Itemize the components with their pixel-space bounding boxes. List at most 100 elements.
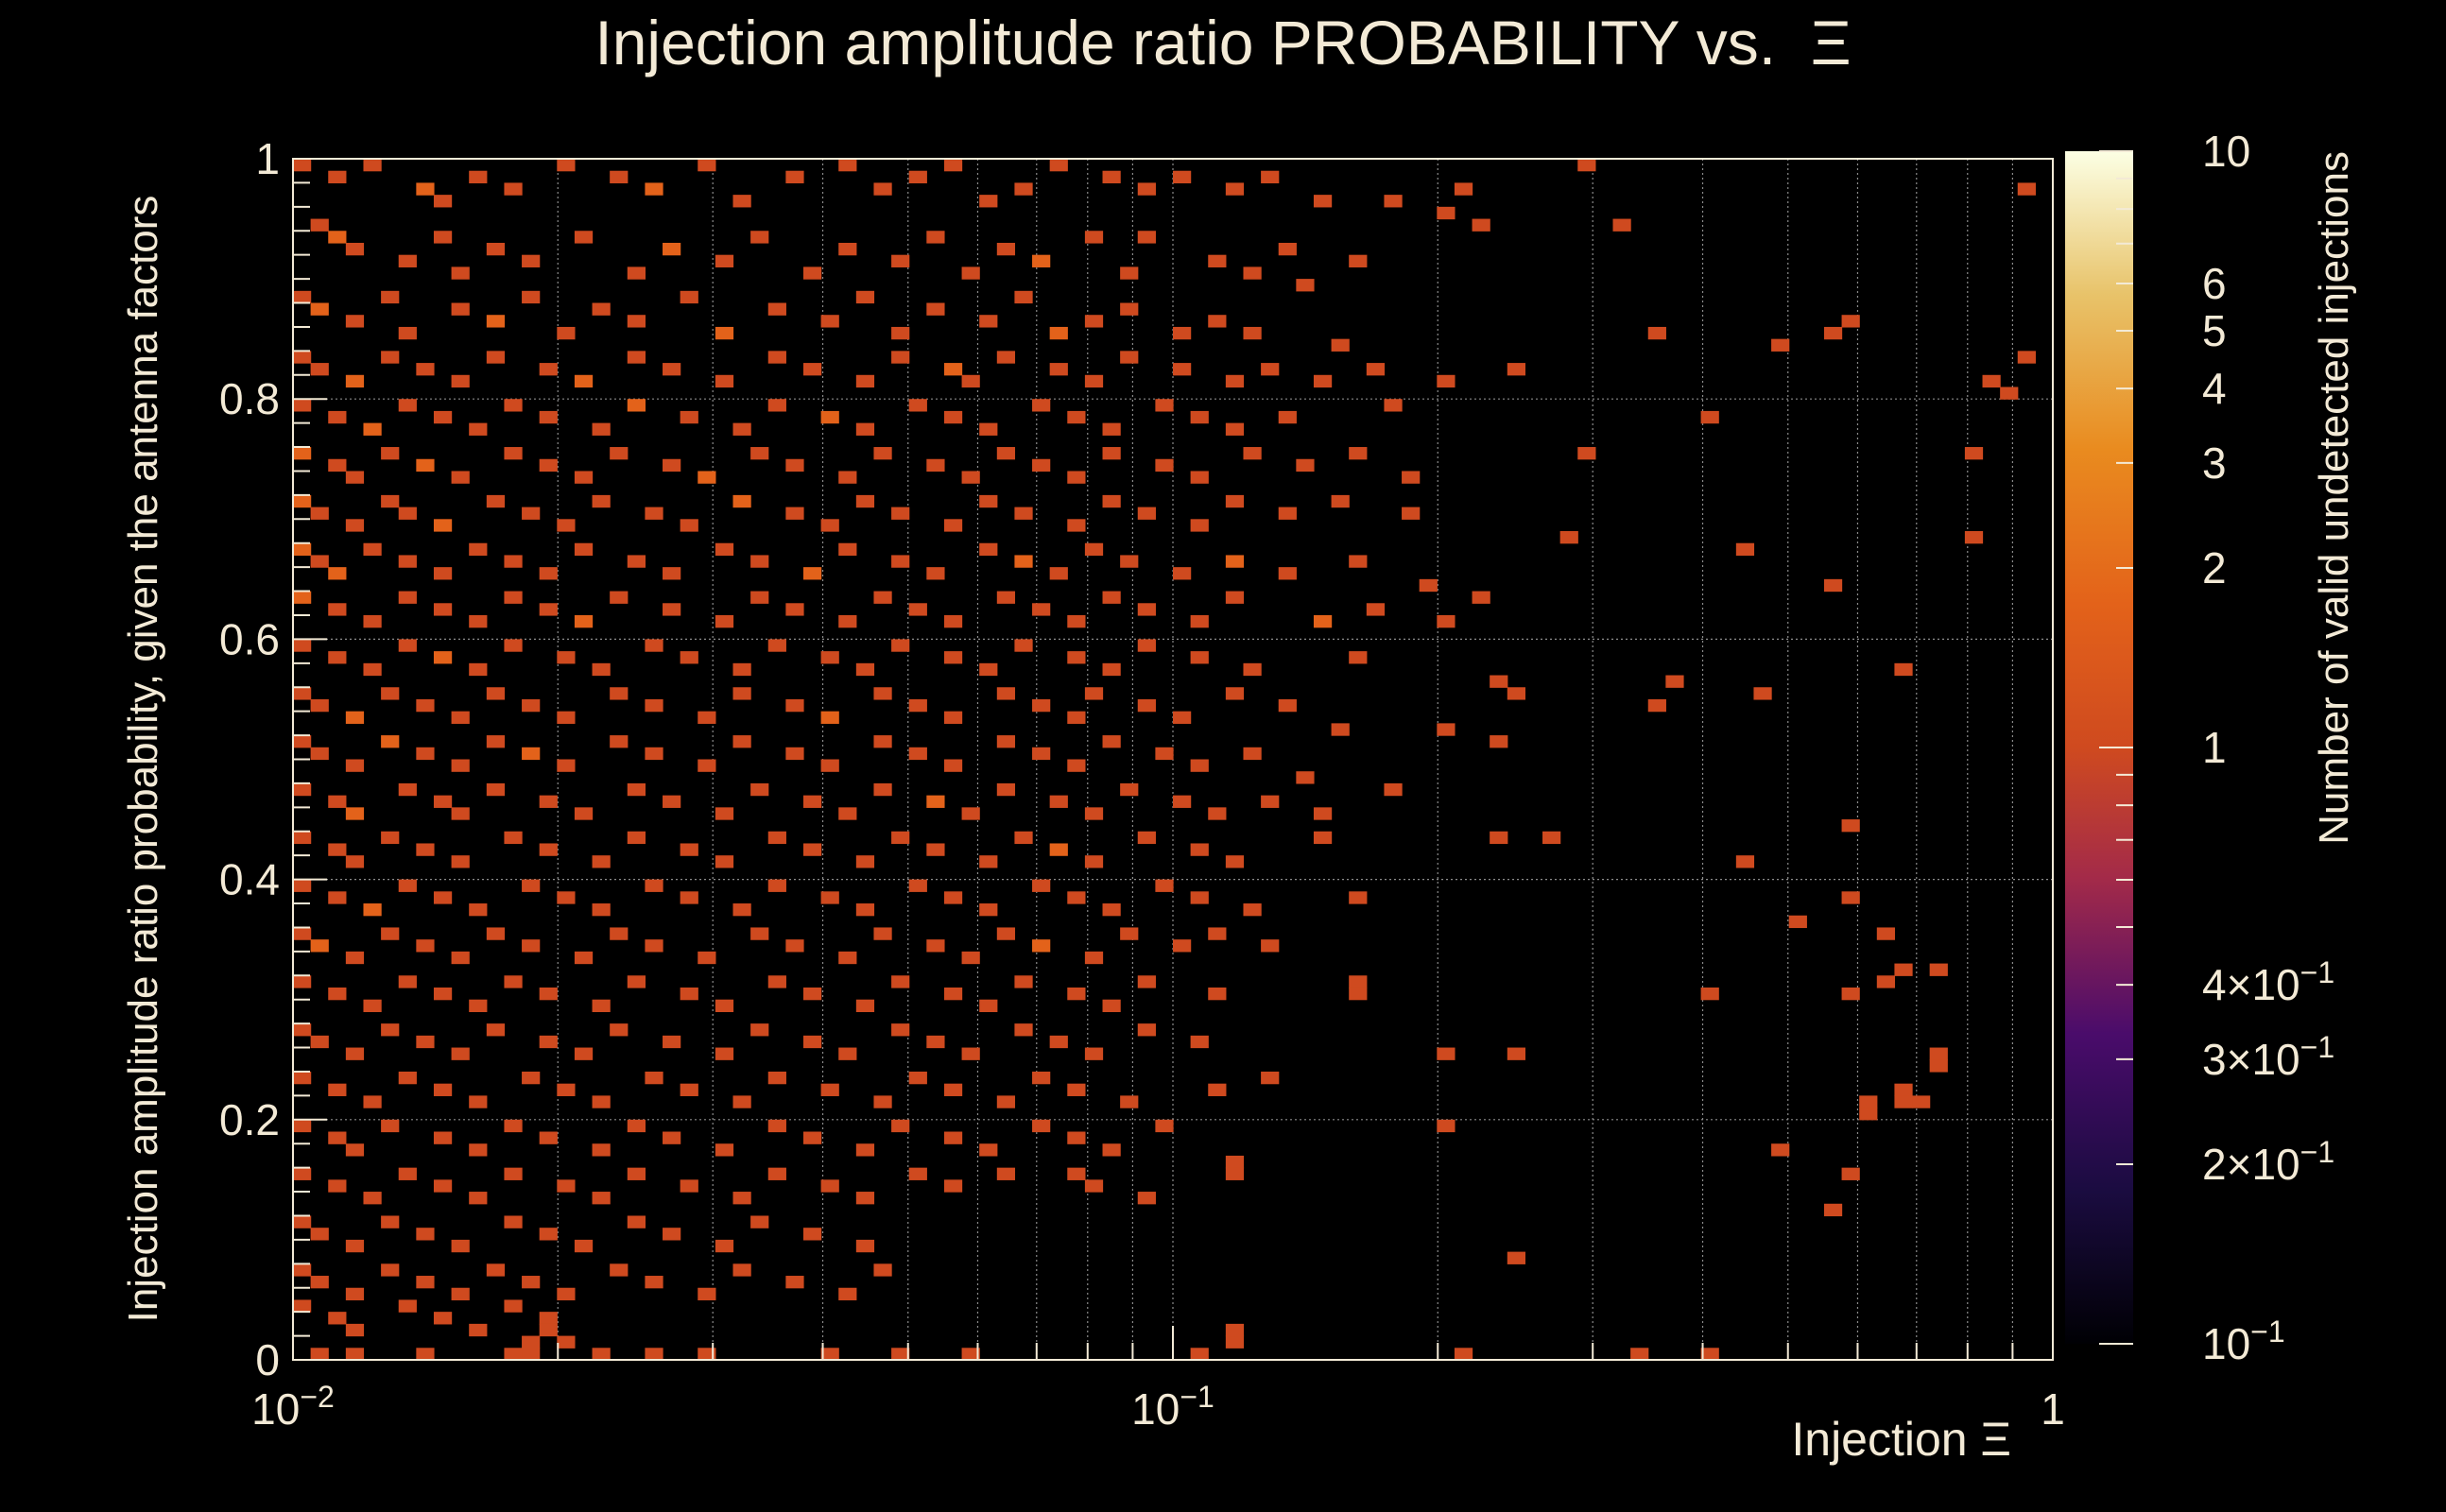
heatmap-cell: [363, 614, 382, 628]
heatmap-cell: [592, 302, 611, 316]
heatmap-cell: [328, 231, 347, 244]
heatmap-cell: [838, 542, 857, 557]
heatmap-cell: [891, 831, 910, 845]
heatmap-cell: [1225, 1323, 1245, 1337]
heatmap-cell: [398, 254, 417, 267]
heatmap-cell: [539, 363, 558, 376]
heatmap-cell: [802, 843, 822, 856]
heatmap-cell: [1964, 531, 1984, 544]
heatmap-cell: [1559, 531, 1578, 544]
heatmap-cell: [363, 542, 382, 557]
heatmap-cell: [1032, 254, 1051, 267]
heatmap-cell: [1437, 1047, 1456, 1060]
heatmap-cell: [1067, 410, 1086, 424]
heatmap-cell: [504, 555, 523, 568]
heatmap-cell: [1859, 1108, 1878, 1121]
heatmap-cell: [1243, 903, 1262, 917]
heatmap-cell: [1261, 363, 1280, 376]
heatmap-cell: [539, 1312, 558, 1325]
heatmap-cell: [663, 458, 681, 472]
heatmap-cell: [627, 399, 646, 412]
heatmap-cell: [732, 1095, 751, 1108]
heatmap-cell: [1647, 698, 1666, 713]
heatmap-cell: [1067, 891, 1086, 904]
heatmap-cell: [1084, 1179, 1104, 1193]
heatmap-cell: [1084, 374, 1104, 388]
heatmap-cell: [1208, 254, 1227, 267]
heatmap-cell: [750, 927, 769, 940]
heatmap-cell: [293, 831, 312, 845]
heatmap-cell: [293, 735, 312, 748]
heatmap-cell: [943, 159, 963, 172]
heatmap-cell: [1120, 555, 1139, 568]
heatmap-cell: [1313, 614, 1333, 628]
heatmap-cell: [539, 843, 558, 856]
heatmap-cell: [627, 351, 646, 364]
heatmap-cell: [1700, 1348, 1719, 1361]
heatmap-cell: [416, 747, 435, 761]
heatmap-cell: [891, 1023, 910, 1037]
heatmap-cell: [433, 231, 453, 244]
heatmap-cell: [539, 795, 558, 808]
heatmap-cell: [293, 542, 312, 557]
heatmap-cell: [1155, 747, 1174, 761]
heatmap-cell: [1859, 1095, 1878, 1108]
heatmap-cell: [1261, 170, 1280, 184]
heatmap-cell: [627, 1119, 646, 1133]
plot-area: 10−2 10−1 1 0 0.2 0.4 0.6 0.8 1: [219, 134, 2065, 1434]
heatmap-cell: [557, 1287, 576, 1301]
heatmap-cell: [873, 687, 892, 700]
heatmap-cell: [1771, 1143, 1790, 1157]
heatmap-cell: [293, 290, 312, 304]
heatmap-cell: [1049, 1035, 1068, 1049]
heatmap-cell: [398, 591, 417, 604]
heatmap-cell: [293, 927, 312, 940]
heatmap-cell: [328, 843, 347, 856]
heatmap-cell: [293, 447, 312, 460]
heatmap-cell: [1049, 326, 1068, 340]
x-tick-label: 1: [2041, 1384, 2065, 1434]
heatmap-cell: [539, 1035, 558, 1049]
heatmap-cell: [873, 927, 892, 940]
heatmap-cell: [310, 698, 329, 713]
heatmap-cell: [1014, 1023, 1033, 1037]
heatmap-cell: [767, 975, 786, 988]
heatmap-cell: [715, 542, 734, 557]
heatmap-cell: [1313, 195, 1333, 208]
heatmap-cell: [451, 807, 470, 820]
heatmap-cell: [1032, 1119, 1051, 1133]
heatmap-cell: [557, 711, 576, 724]
heatmap-cell: [1155, 879, 1174, 892]
heatmap-cell: [996, 591, 1016, 604]
heatmap-cell: [293, 782, 312, 797]
heatmap-cell: [1823, 578, 1843, 593]
heatmap-cell: [979, 542, 998, 557]
heatmap-cell: [820, 315, 839, 328]
heatmap-cell: [1243, 266, 1262, 280]
heatmap-cell: [469, 1143, 488, 1157]
heatmap-cell: [838, 242, 857, 256]
heatmap-cell: [504, 447, 523, 460]
heatmap-cell: [522, 879, 541, 892]
heatmap-cell: [293, 159, 312, 172]
heatmap-cell: [1190, 471, 1209, 484]
heatmap-cell: [680, 290, 698, 304]
heatmap-cell: [504, 639, 523, 652]
heatmap-cell: [363, 1095, 382, 1108]
heatmap-cell: [1612, 218, 1631, 232]
chart-title: Injection amplitude ratio PROBABILITY vs…: [594, 8, 1851, 77]
heatmap-cell: [381, 687, 400, 700]
heatmap-cell: [1243, 747, 1262, 761]
heatmap-cell: [1243, 326, 1262, 340]
heatmap-cell: [293, 687, 312, 700]
heatmap-cell: [802, 567, 822, 580]
heatmap-cell: [979, 494, 998, 508]
heatmap-cell: [820, 1083, 839, 1096]
heatmap-cell: [802, 1035, 822, 1049]
heatmap-cell: [1067, 471, 1086, 484]
heatmap-cell: [1225, 591, 1245, 604]
heatmap-cell: [891, 351, 910, 364]
heatmap-cell: [1190, 651, 1209, 664]
heatmap-cell: [592, 662, 611, 677]
heatmap-cell: [996, 1095, 1016, 1108]
